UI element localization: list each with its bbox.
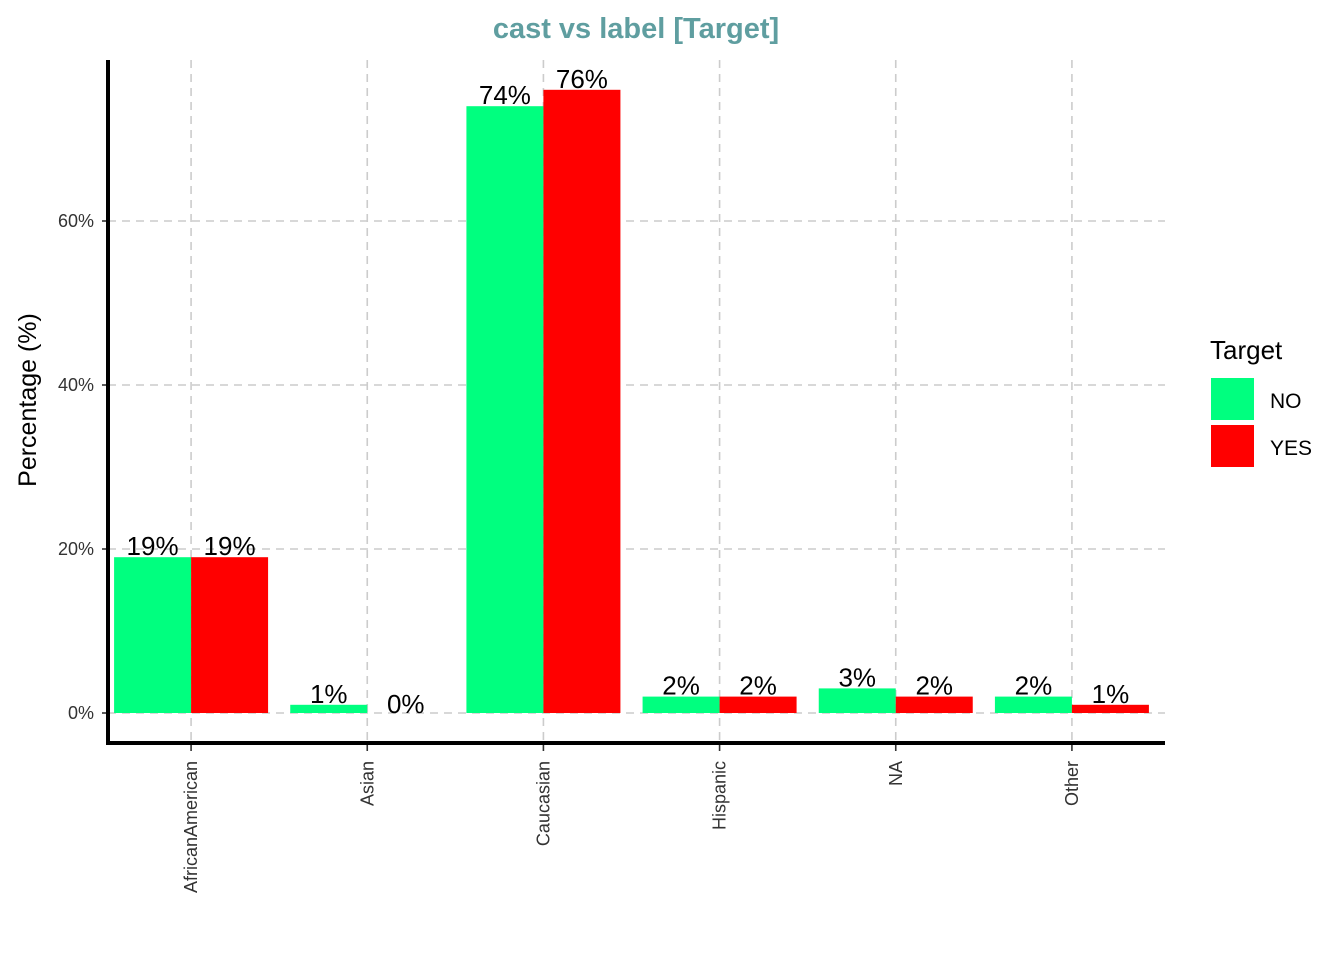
x-tick-label: Other [1062, 761, 1082, 806]
y-axis-label: Percentage (%) [14, 313, 42, 487]
data-label: 1% [1092, 679, 1130, 709]
bar-no [114, 557, 192, 713]
bar-no [994, 696, 1072, 713]
axes: 0% 20% 40% 60% AfricanAmerican Asian Caucasian… [58, 60, 1165, 893]
x-tick-label: Hispanic [710, 761, 730, 830]
legend-swatch-no [1211, 378, 1254, 420]
bar-yes [719, 696, 797, 713]
bar-no [466, 106, 544, 713]
bar-no [642, 696, 720, 713]
y-tick-label: 60% [58, 211, 94, 231]
chart-title: cast vs label [Target] [493, 13, 779, 45]
data-label: 1% [310, 679, 348, 709]
bar-yes [895, 696, 973, 713]
legend-label: YES [1270, 437, 1312, 460]
bar-yes [1071, 704, 1149, 713]
x-tick-label: Asian [357, 761, 377, 806]
legend: Target NO YES [1210, 335, 1312, 467]
data-label: 19% [204, 531, 256, 561]
data-label: 2% [662, 671, 700, 701]
legend-swatch-yes [1211, 425, 1254, 467]
data-labels: 19% 1% 74% 2% 3% 2% 19% 0% 76% 2% 2% 1% [127, 64, 1130, 719]
data-label: 2% [915, 671, 953, 701]
data-label: 76% [556, 64, 608, 94]
data-label: 2% [739, 671, 777, 701]
legend-label: NO [1270, 390, 1302, 413]
data-label: 3% [838, 662, 876, 692]
y-tick-label: 20% [58, 539, 94, 559]
data-label: 0% [387, 689, 425, 719]
bar-yes [543, 89, 621, 714]
y-tick-label: 40% [58, 375, 94, 395]
bar-no [818, 688, 896, 713]
x-tick-label: NA [886, 761, 906, 786]
data-label: 2% [1015, 671, 1053, 701]
y-tick-label: 0% [68, 703, 94, 723]
x-tick-label: Caucasian [533, 761, 553, 846]
legend-title: Target [1210, 335, 1283, 365]
x-tick-label: AfricanAmerican [181, 761, 201, 893]
legend-items: NO YES [1211, 378, 1312, 467]
bars [114, 89, 1149, 714]
data-label: 74% [479, 80, 531, 110]
data-label: 19% [127, 531, 179, 561]
bar-yes [191, 557, 269, 713]
bar-no [290, 704, 368, 713]
